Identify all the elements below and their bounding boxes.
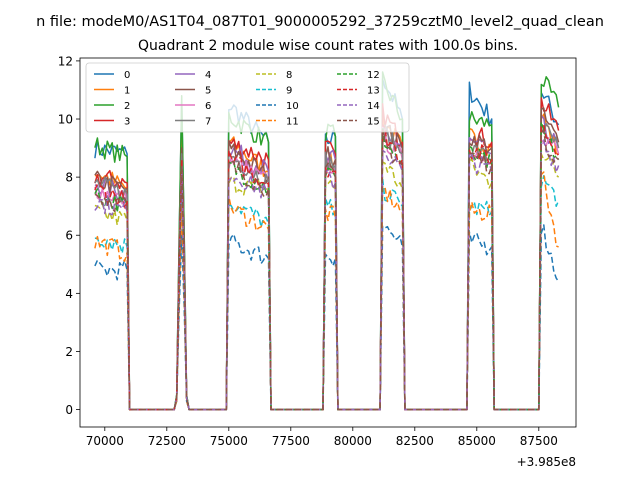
chart-suptitle: n file: modeM0/AS1T04_087T01_9000005292_…	[36, 14, 604, 30]
y-tick-label: 2	[65, 345, 73, 359]
series-line-15	[94, 129, 560, 411]
plot-area: 70000 72500 75000 77500 80000 82500 85000 87500…	[58, 54, 577, 448]
y-tick-label: 12	[58, 54, 73, 68]
legend-label-10: 10	[286, 101, 299, 112]
legend-label-2: 2	[124, 101, 130, 112]
legend-box	[85, 62, 410, 133]
legend-label-11: 11	[286, 117, 299, 128]
legend-label-0: 0	[124, 70, 130, 81]
legend-label-8: 8	[286, 70, 292, 81]
legend-label-13: 13	[367, 86, 380, 97]
y-tick-label: 8	[65, 171, 73, 185]
x-tick-label: 70000	[86, 434, 124, 448]
y-tick-label: 0	[65, 403, 73, 417]
x-tick-label: 75000	[210, 434, 248, 448]
series-line-14	[94, 139, 560, 411]
axes-frame	[79, 57, 577, 428]
series-line-11	[94, 171, 559, 411]
x-tick-label: 77500	[272, 434, 310, 448]
legend-label-7: 7	[205, 117, 211, 128]
x-tick-label: 80000	[334, 434, 372, 448]
series-line-9	[94, 174, 560, 411]
legend-label-14: 14	[367, 101, 380, 112]
y-tick-label: 6	[65, 229, 73, 243]
series-line-10	[94, 224, 560, 411]
legend-label-12: 12	[367, 70, 380, 81]
chart-title: Quadrant 2 module wise count rates with …	[138, 38, 518, 54]
x-tick-label: 72500	[148, 434, 186, 448]
x-tick-label: 87500	[520, 434, 558, 448]
x-offset-label: +3.985e8	[517, 455, 576, 469]
y-tick-label: 10	[58, 113, 73, 127]
legend-label-1: 1	[124, 86, 130, 97]
legend-label-15: 15	[367, 117, 380, 128]
legend-label-6: 6	[205, 101, 211, 112]
legend-label-3: 3	[124, 117, 130, 128]
legend-label-4: 4	[205, 70, 211, 81]
legend-label-9: 9	[286, 86, 292, 97]
legend-label-5: 5	[205, 86, 211, 97]
x-tick-label: 85000	[458, 434, 496, 448]
x-tick-label: 82500	[396, 434, 434, 448]
series-line-8	[94, 153, 560, 411]
y-tick-label: 4	[65, 287, 73, 301]
